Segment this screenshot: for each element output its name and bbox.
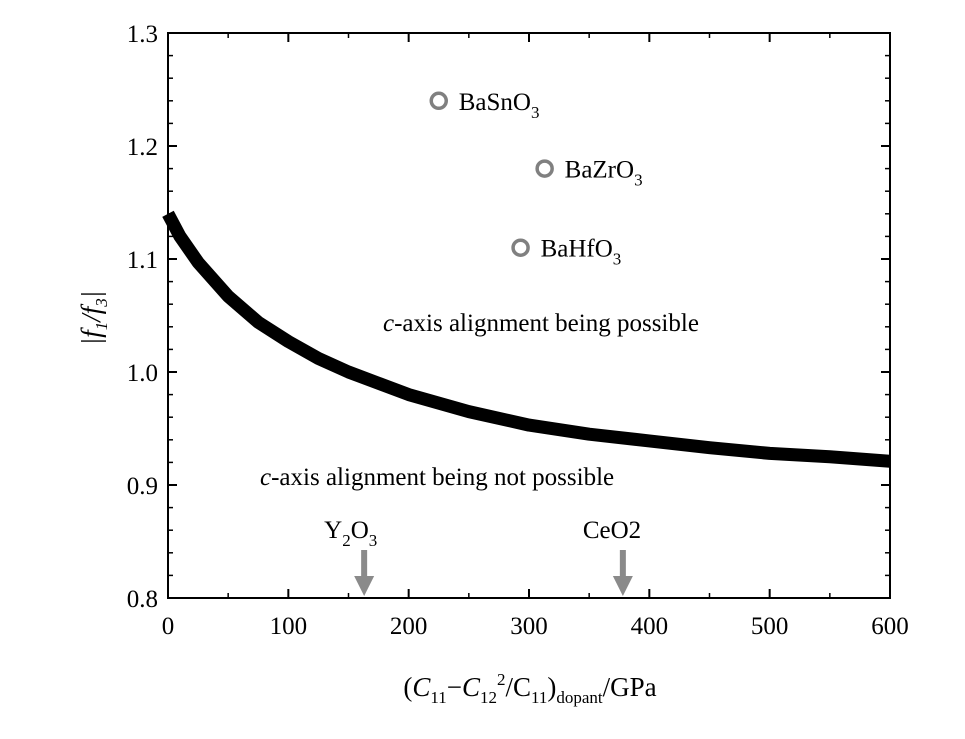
dopant-arrow-label: CeO2	[583, 517, 641, 544]
x-tick-label: 300	[510, 613, 548, 640]
data-points: BaSnO3 BaZrO3 BaHfO3	[429, 89, 643, 269]
y-axis-title: |f1/f3|	[76, 291, 111, 345]
data-point-marker	[511, 238, 530, 257]
y-tick-label: 1.0	[127, 360, 158, 387]
data-point-marker	[429, 91, 448, 111]
threshold-curve	[162, 210, 891, 468]
y-tick-label: 0.8	[127, 586, 158, 613]
dopant-arrow-head	[354, 576, 375, 596]
x-tick-label: 400	[631, 613, 669, 640]
dopant-arrows: Y2O3 CeO2	[324, 517, 641, 596]
major-ticks	[167, 32, 891, 599]
region-label-possible: c-axis alignment being possible	[383, 310, 699, 337]
x-tick-label: 0	[162, 613, 175, 640]
x-tick-label: 100	[270, 613, 308, 640]
dopant-arrow-head	[612, 576, 633, 596]
data-point-marker	[535, 159, 554, 178]
x-tick-label: 500	[751, 613, 789, 640]
dopant-arrow-label: Y2O3	[324, 517, 377, 550]
y-tick-label: 1.1	[127, 247, 158, 274]
y-tick-label: 0.9	[127, 473, 158, 500]
y-tick-label: 1.2	[127, 134, 158, 161]
x-tick-label: 200	[390, 613, 428, 640]
x-axis-title: (C11−C122/C11)dopant/GPa	[403, 670, 656, 707]
data-point-label: BaSnO3	[459, 89, 540, 122]
y-tick-label: 1.3	[127, 21, 158, 48]
data-point-label: BaZrO3	[565, 157, 643, 190]
region-label-not-possible: c-axis alignment being not possible	[260, 464, 614, 491]
x-tick-label: 600	[871, 613, 909, 640]
x-tick-labels: 0 100 200 300 400 500 600	[162, 613, 909, 640]
data-point-label: BaHfO3	[541, 236, 622, 269]
y-tick-labels: 0.8 0.9 1.0 1.1 1.2 1.3	[127, 21, 158, 613]
